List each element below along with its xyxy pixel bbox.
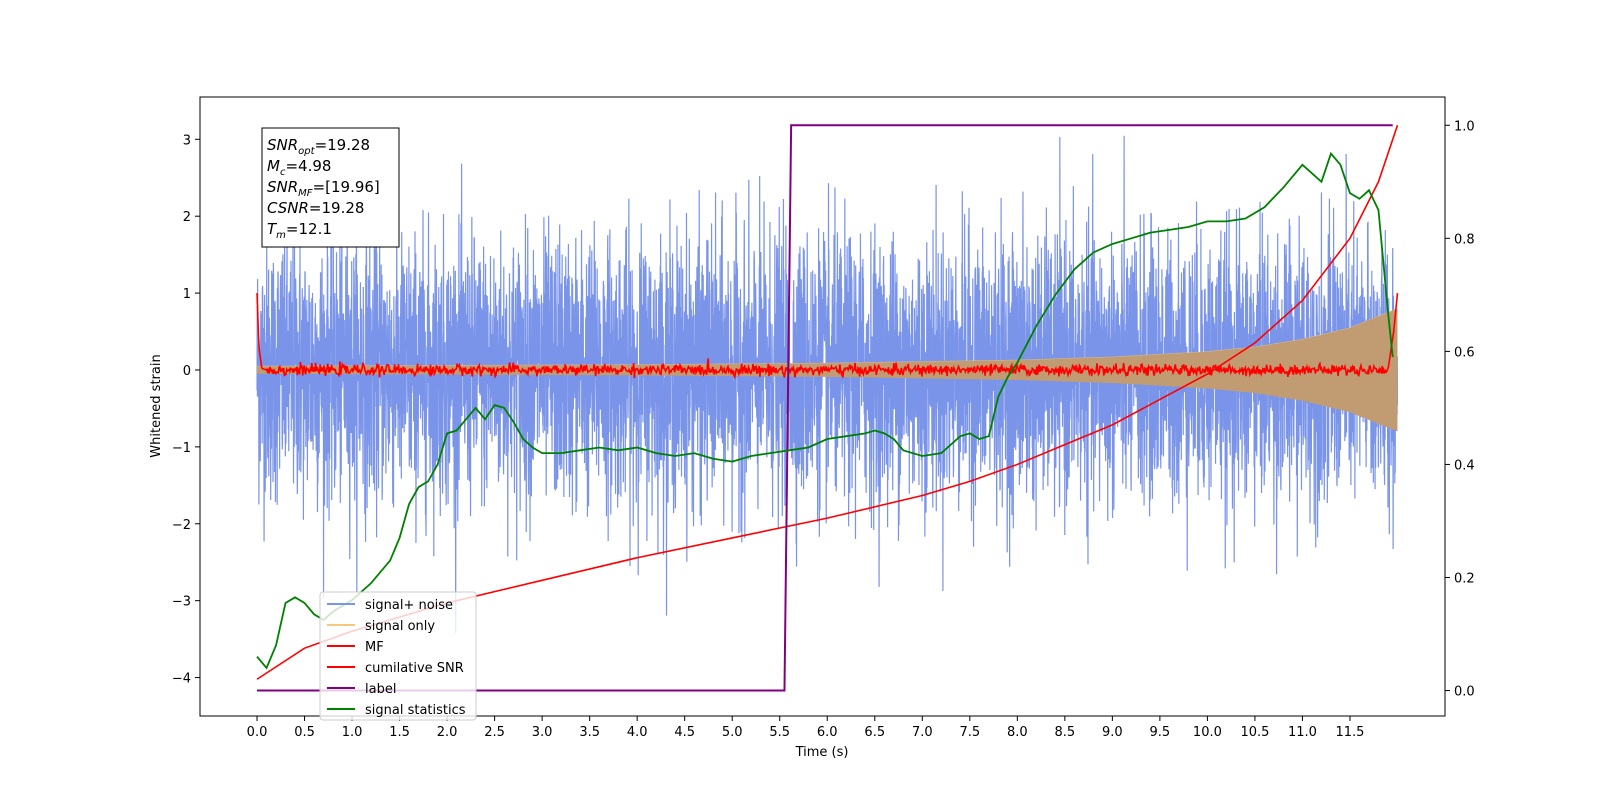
- annotation-line: SNRMF=[19.96]: [267, 178, 380, 199]
- legend-label: cumilative SNR: [365, 661, 464, 676]
- annotation-line: Tm=12.1: [267, 220, 332, 241]
- legend-label: label: [365, 682, 396, 697]
- annotation-line: Mc=4.98: [267, 157, 331, 178]
- annotation-frame: [261, 127, 400, 248]
- x-tick-label: 6.0: [817, 725, 838, 740]
- x-tick-label: 3.5: [579, 725, 600, 740]
- x-tick-label: 8.5: [1055, 725, 1076, 740]
- legend-label: signal+ noise: [365, 598, 453, 613]
- legend: signal+ noise signal only MF cumilative SNR…: [319, 591, 477, 721]
- x-tick-label: 4.5: [674, 725, 695, 740]
- legend-label: signal only: [365, 619, 435, 634]
- x-tick-label: 2.5: [484, 725, 505, 740]
- y-left-tick-label: −4: [172, 672, 191, 687]
- y-left-tick-label: −3: [172, 595, 191, 610]
- x-tick-label: 10.5: [1240, 725, 1269, 740]
- annotation-box: SNRopt=19.28Mc=4.98SNRMF=[19.96]CSNR=19.…: [261, 127, 400, 248]
- y-left-tick-label: 0: [183, 364, 191, 379]
- y-right-tick-label: 0.6: [1454, 345, 1475, 360]
- x-tick-label: 10.0: [1193, 725, 1222, 740]
- x-tick-label: 0.0: [247, 725, 268, 740]
- y-right-tick-label: 0.4: [1454, 458, 1475, 473]
- y-right-tick-label: 0.8: [1454, 232, 1475, 247]
- y-axis-left: 3 2 1 0 −1 −2 −3 −4: [172, 133, 200, 687]
- series-label: [257, 124, 1393, 692]
- x-tick-label: 7.5: [959, 725, 980, 740]
- series-signal-only-upper: [257, 308, 1398, 367]
- y-left-tick-label: 3: [183, 133, 191, 148]
- y-right-tick-label: 0.0: [1454, 685, 1475, 700]
- x-tick-label: 5.5: [769, 725, 790, 740]
- x-tick-label: 9.5: [1150, 725, 1171, 740]
- x-tick-label: 2.0: [437, 725, 458, 740]
- y-right-tick-label: 1.0: [1454, 119, 1475, 134]
- y-axis-right: 1.0 0.8 0.6 0.4 0.2 0.0: [1445, 119, 1475, 700]
- legend-label: signal statistics: [365, 703, 466, 718]
- x-tick-label: 11.0: [1288, 725, 1317, 740]
- x-tick-label: 1.5: [389, 725, 410, 740]
- y-axis-label-left: Whitened strain: [149, 354, 164, 457]
- y-right-tick-label: 0.2: [1454, 572, 1475, 587]
- x-tick-label: 9.0: [1102, 725, 1123, 740]
- x-tick-label: 6.5: [864, 725, 885, 740]
- x-tick-label: 0.5: [294, 725, 315, 740]
- x-tick-label: 4.0: [627, 725, 648, 740]
- y-left-tick-label: 2: [183, 210, 191, 225]
- x-tick-label: 3.0: [532, 725, 553, 740]
- x-tick-label: 1.0: [342, 725, 363, 740]
- x-tick-label: 7.0: [912, 725, 933, 740]
- y-left-tick-label: −1: [172, 441, 191, 456]
- y-left-tick-label: −2: [172, 518, 191, 533]
- x-tick-label: 5.0: [722, 725, 743, 740]
- y-left-tick-label: 1: [183, 287, 191, 302]
- series-signal-statistics: [256, 151, 1394, 670]
- x-tick-label: 8.0: [1007, 725, 1028, 740]
- x-axis-label: Time (s): [795, 745, 849, 760]
- x-axis: 0.0 0.5 1.0 1.5 2.0 2.5 3.0 3.5 4.0 4.5 5.0 5.5 6.0 6…: [247, 716, 1364, 740]
- legend-frame: [319, 591, 477, 721]
- axes-frame: [199, 96, 1446, 717]
- x-tick-label: 11.5: [1335, 725, 1364, 740]
- legend-label: MF: [365, 640, 384, 655]
- series-mf: [256, 293, 1399, 380]
- annotation-line: CSNR=19.28: [267, 199, 364, 217]
- annotation-line: SNRopt=19.28: [267, 136, 370, 157]
